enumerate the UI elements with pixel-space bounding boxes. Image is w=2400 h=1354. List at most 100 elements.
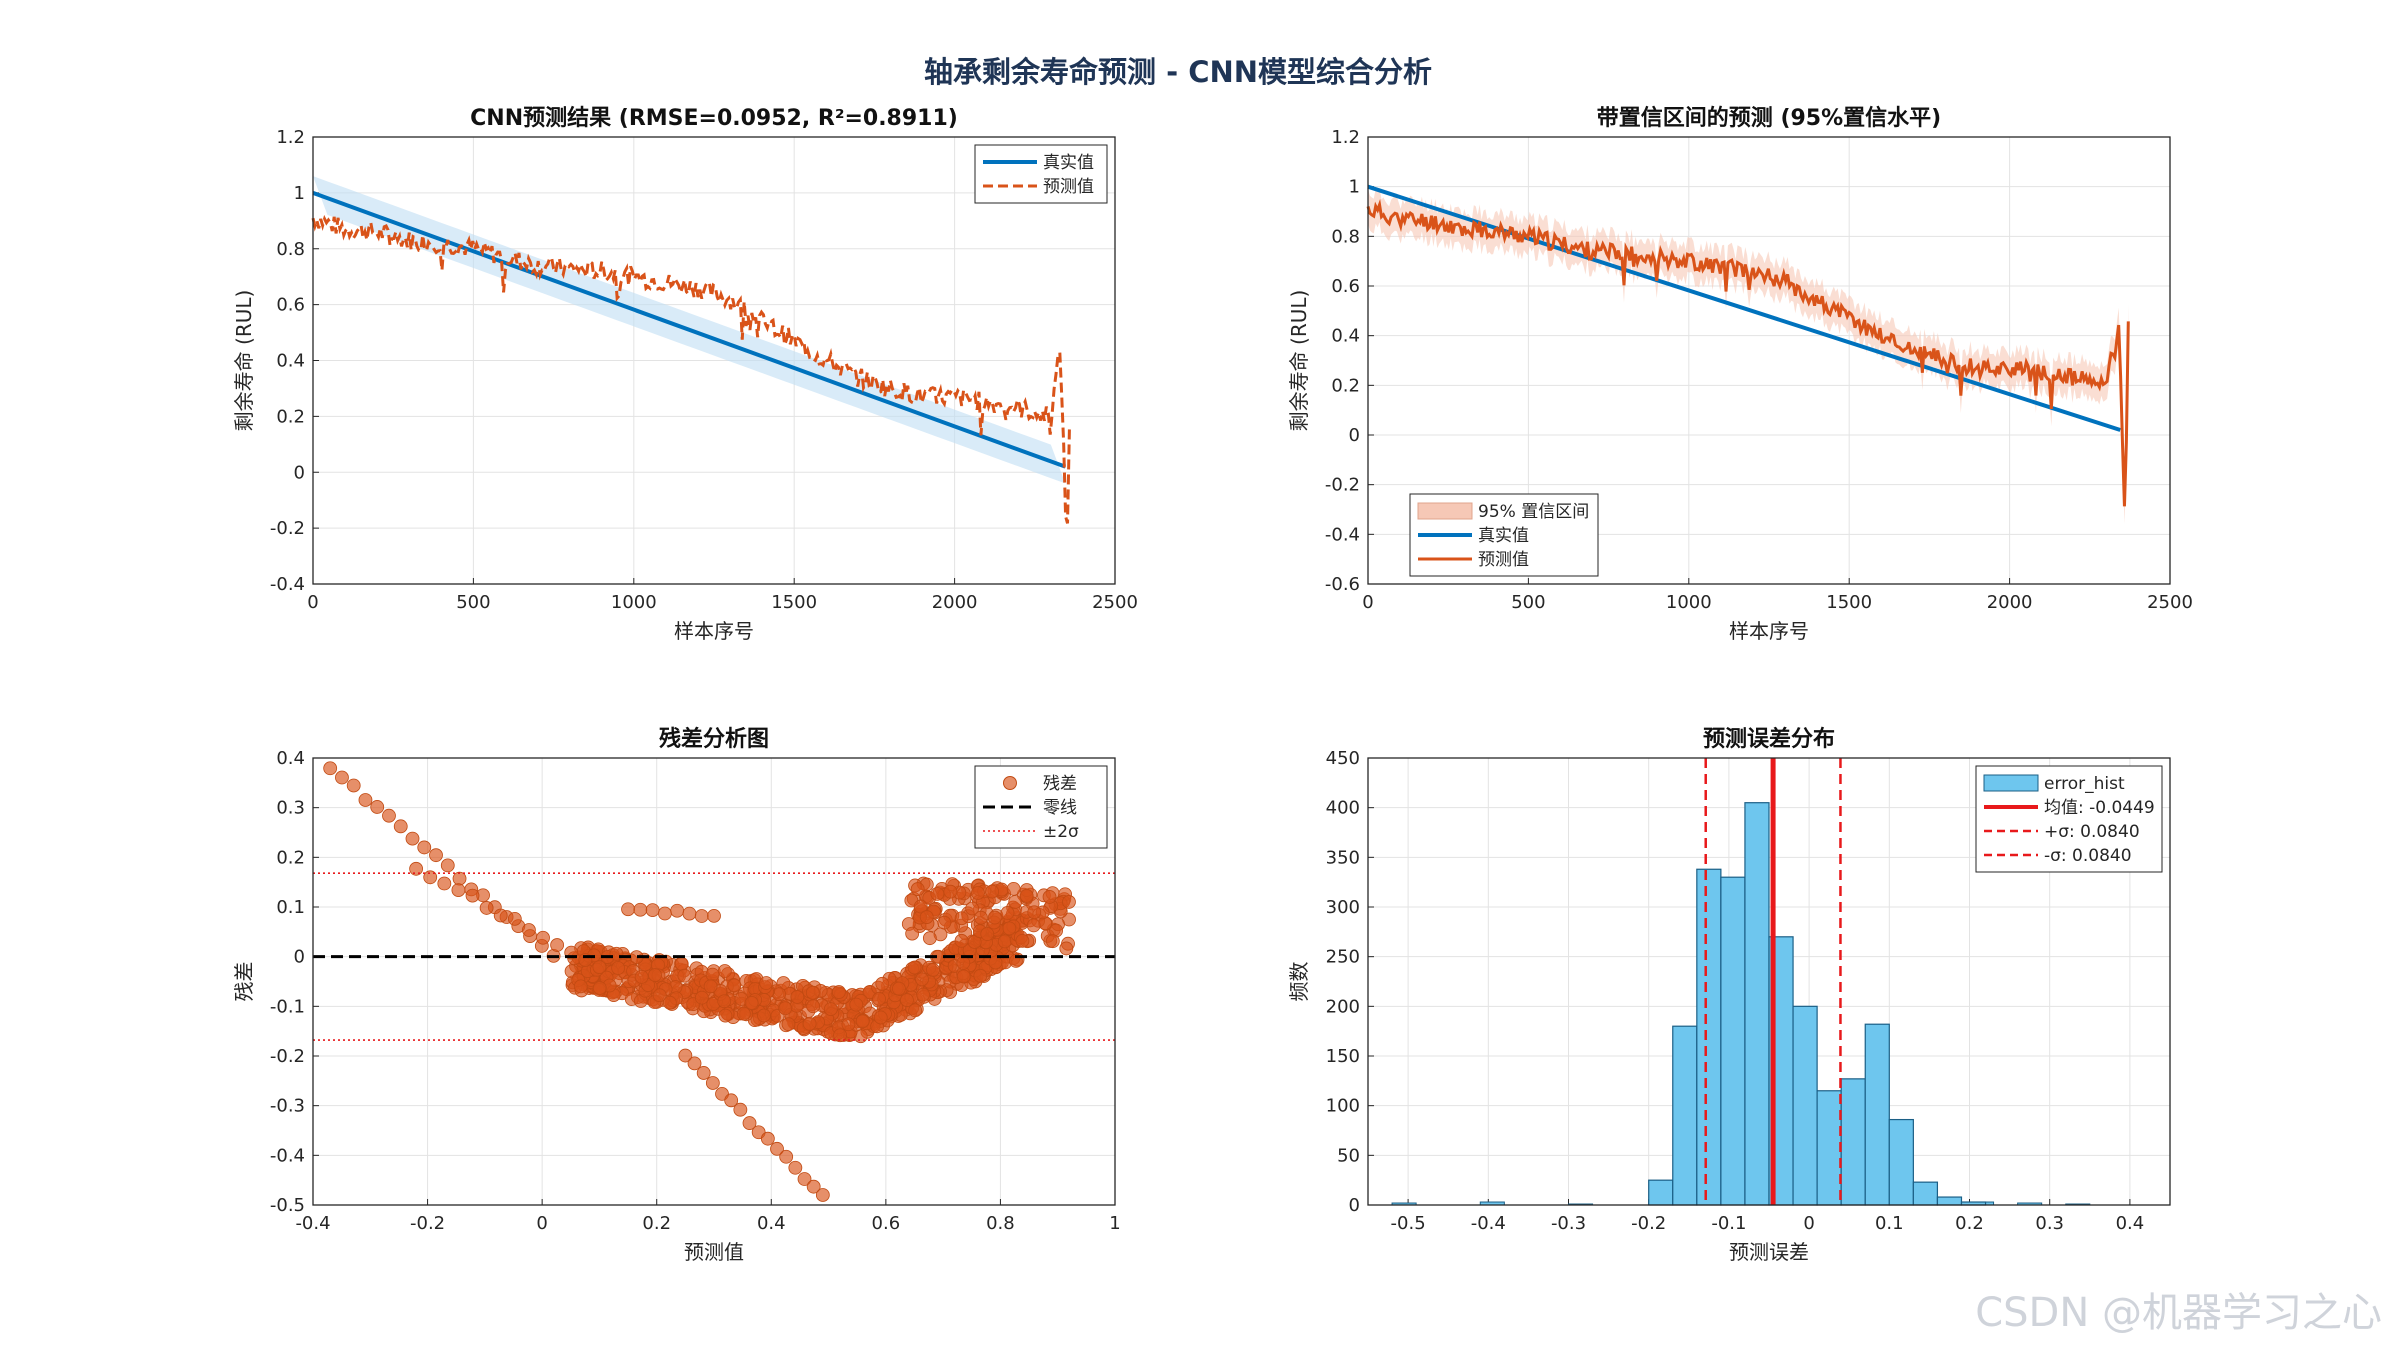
residual-point: [915, 972, 929, 987]
y-tick-label: 1.2: [276, 127, 305, 148]
residual-point: [536, 930, 550, 945]
hist-bar: [1864, 1023, 1890, 1206]
x-tick-label: -0.2: [1631, 1213, 1666, 1234]
x-tick-label: 1500: [1826, 592, 1872, 613]
residual-point: [707, 908, 721, 923]
residual-point: [997, 934, 1012, 949]
axes-title: 带置信区间的预测 (95%置信水平): [1597, 105, 1941, 131]
residual-point: [1042, 890, 1057, 904]
residual-point: [670, 903, 685, 918]
residual-point: [913, 899, 928, 914]
x-tick-label: 0.6: [872, 1213, 901, 1234]
x-tick-label: 0.4: [757, 1213, 786, 1234]
residual-point: [965, 901, 980, 916]
x-tick-label: 0: [307, 592, 318, 613]
legend-patch-ci: [1417, 502, 1473, 520]
residual-point: [493, 908, 508, 923]
residual-point: [736, 1006, 751, 1021]
residual-point: [705, 1076, 720, 1090]
residual-point: [717, 964, 732, 978]
residual-point: [677, 968, 692, 983]
hist-bar: [1696, 868, 1722, 1206]
series-pred-line: [311, 214, 1071, 524]
residual-point: [956, 969, 971, 984]
legend-box: [974, 765, 1108, 849]
y-tick-label: 50: [1337, 1145, 1360, 1166]
residual-point: [790, 990, 805, 1004]
residual-point: [926, 962, 940, 977]
x-tick-label: 0.1: [1875, 1213, 1904, 1234]
x-tick-label: -0.4: [295, 1213, 330, 1234]
y-tick-label: 400: [1326, 798, 1360, 819]
watermark: CSDN @机器学习之心: [1975, 1290, 2382, 1336]
residual-point: [1059, 941, 1074, 956]
hist-bar: [1792, 1005, 1818, 1206]
y-tick-label: 0.3: [276, 798, 305, 819]
hist-bar: [1720, 876, 1746, 1206]
residual-point: [694, 990, 709, 1005]
residual-point: [592, 981, 607, 995]
residual-point: [742, 1116, 757, 1130]
y-tick-label: -0.3: [270, 1096, 305, 1117]
y-tick-label: 0: [1349, 425, 1360, 446]
x-tick-label: 0.8: [986, 1213, 1015, 1234]
y-tick-label: 0: [294, 462, 305, 483]
residual-point: [717, 994, 732, 1009]
y-tick-label: 0: [294, 947, 305, 968]
series-pred-line: [1366, 198, 2130, 507]
residual-point: [409, 861, 424, 876]
residual-point: [1045, 934, 1060, 949]
residual-point: [988, 955, 1003, 970]
residual-point: [954, 933, 969, 948]
residual-point: [815, 1188, 830, 1202]
x-tick-label: 0.2: [1955, 1213, 1984, 1234]
residual-point: [393, 819, 408, 834]
x-tick-label: 2500: [1092, 592, 1138, 613]
y-tick-label: -0.4: [270, 574, 305, 595]
residual-point: [797, 1172, 812, 1186]
x-tick-label: 0.3: [2035, 1213, 2064, 1234]
residual-point: [645, 903, 660, 917]
residual-point: [358, 793, 373, 807]
y-tick-label: -0.4: [270, 1145, 305, 1166]
hist-bar: [1840, 1078, 1866, 1206]
residual-point: [937, 915, 952, 930]
residual-point: [806, 999, 821, 1014]
residual-point: [910, 882, 925, 896]
legend-patch-hist: [1983, 774, 2039, 792]
residual-point: [370, 800, 385, 814]
axes-pred: 0 500 1000 1500 2000 2500 -0.4 -0.2 0 0.2 0.4 0.6 0.…: [232, 105, 1138, 643]
residual-point: [437, 876, 452, 891]
residual-point: [634, 970, 649, 984]
residual-point: [727, 978, 742, 993]
residual-point: [985, 884, 1000, 899]
residual-point: [452, 871, 467, 886]
x-tick-label: -0.2: [410, 1213, 445, 1234]
residual-point: [1008, 895, 1023, 909]
residual-point: [916, 987, 930, 1002]
residual-point: [703, 979, 718, 994]
x-tick-label: 500: [1511, 592, 1545, 613]
axes-title: 残差分析图: [659, 726, 769, 752]
residual-point: [687, 1056, 702, 1071]
axes-title: CNN预测结果 (RMSE=0.0952, R²=0.8911): [470, 105, 958, 131]
x-tick-label: 0: [536, 1213, 547, 1234]
y-tick-label: 100: [1326, 1096, 1360, 1117]
residual-point: [922, 931, 937, 946]
legend-entry: 零线: [1043, 798, 1077, 818]
figure-title: 轴承剩余寿命预测 - CNN模型综合分析: [924, 55, 1432, 89]
y-axis-label: 残差: [232, 962, 256, 1002]
residual-point: [382, 808, 396, 823]
residual-point: [823, 1002, 838, 1017]
x-tick-label: 2000: [932, 592, 978, 613]
residual-point: [770, 1141, 784, 1156]
residual-point: [759, 976, 774, 990]
residual-point: [954, 911, 969, 926]
residual-point: [718, 1008, 733, 1023]
residual-point: [682, 906, 697, 921]
y-tick-label: 0.2: [276, 847, 305, 868]
residual-point: [724, 1093, 739, 1108]
residual-point: [417, 840, 432, 855]
legend-entry: 预测值: [1478, 550, 1529, 570]
